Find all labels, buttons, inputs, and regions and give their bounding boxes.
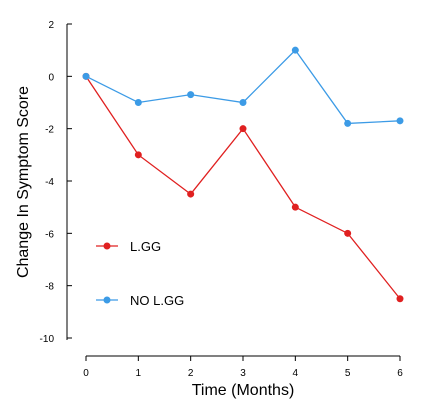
legend-label-0: L.GG — [130, 239, 161, 254]
series-line-1 — [85, 49, 401, 125]
x-tick-label: 2 — [188, 368, 194, 379]
legend-marker-0 — [103, 242, 111, 250]
axes — [66, 24, 400, 357]
data-point-1-5 — [344, 119, 352, 127]
y-axis-title: Change In Symptom Score — [15, 86, 32, 278]
y-tick-label: -4 — [45, 177, 54, 188]
y-tick-label: -10 — [40, 334, 55, 345]
series-line-0 — [85, 75, 401, 300]
data-point-0-3 — [239, 125, 247, 133]
legend: L.GG NO L.GG — [96, 239, 184, 308]
y-tick-label: 2 — [48, 20, 54, 31]
data-point-1-2 — [187, 91, 195, 99]
x-tick-label: 0 — [83, 368, 89, 379]
x-tick-label: 4 — [293, 368, 299, 379]
legend-label-1: NO L.GG — [130, 293, 184, 308]
x-tick-label: 5 — [345, 368, 351, 379]
x-tick-label: 6 — [397, 368, 403, 379]
series-layer — [82, 46, 404, 303]
data-point-1-3 — [239, 99, 247, 106]
y-tick-label: -6 — [45, 229, 54, 240]
y-tick-label: -8 — [45, 282, 54, 293]
legend-marker-1 — [103, 296, 111, 304]
data-point-0-4 — [291, 203, 299, 211]
y-tick-label: 0 — [48, 72, 54, 83]
x-axis-title: Time (Months) — [192, 382, 295, 399]
x-ticks: 0 1 2 3 4 5 6 — [83, 356, 403, 379]
x-tick-label: 1 — [136, 368, 142, 379]
data-point-1-6 — [396, 117, 404, 125]
y-ticks: 2 0 -2 -4 -6 -8 -10 — [40, 20, 72, 345]
data-point-1-1 — [134, 99, 142, 106]
data-point-1-0 — [82, 72, 90, 80]
data-point-0-2 — [187, 190, 195, 198]
y-tick-label: -2 — [45, 125, 54, 136]
data-point-0-6 — [396, 295, 404, 303]
x-tick-label: 3 — [240, 368, 246, 379]
data-point-1-4 — [291, 46, 299, 54]
data-point-0-1 — [134, 151, 142, 159]
data-point-0-5 — [344, 229, 352, 237]
